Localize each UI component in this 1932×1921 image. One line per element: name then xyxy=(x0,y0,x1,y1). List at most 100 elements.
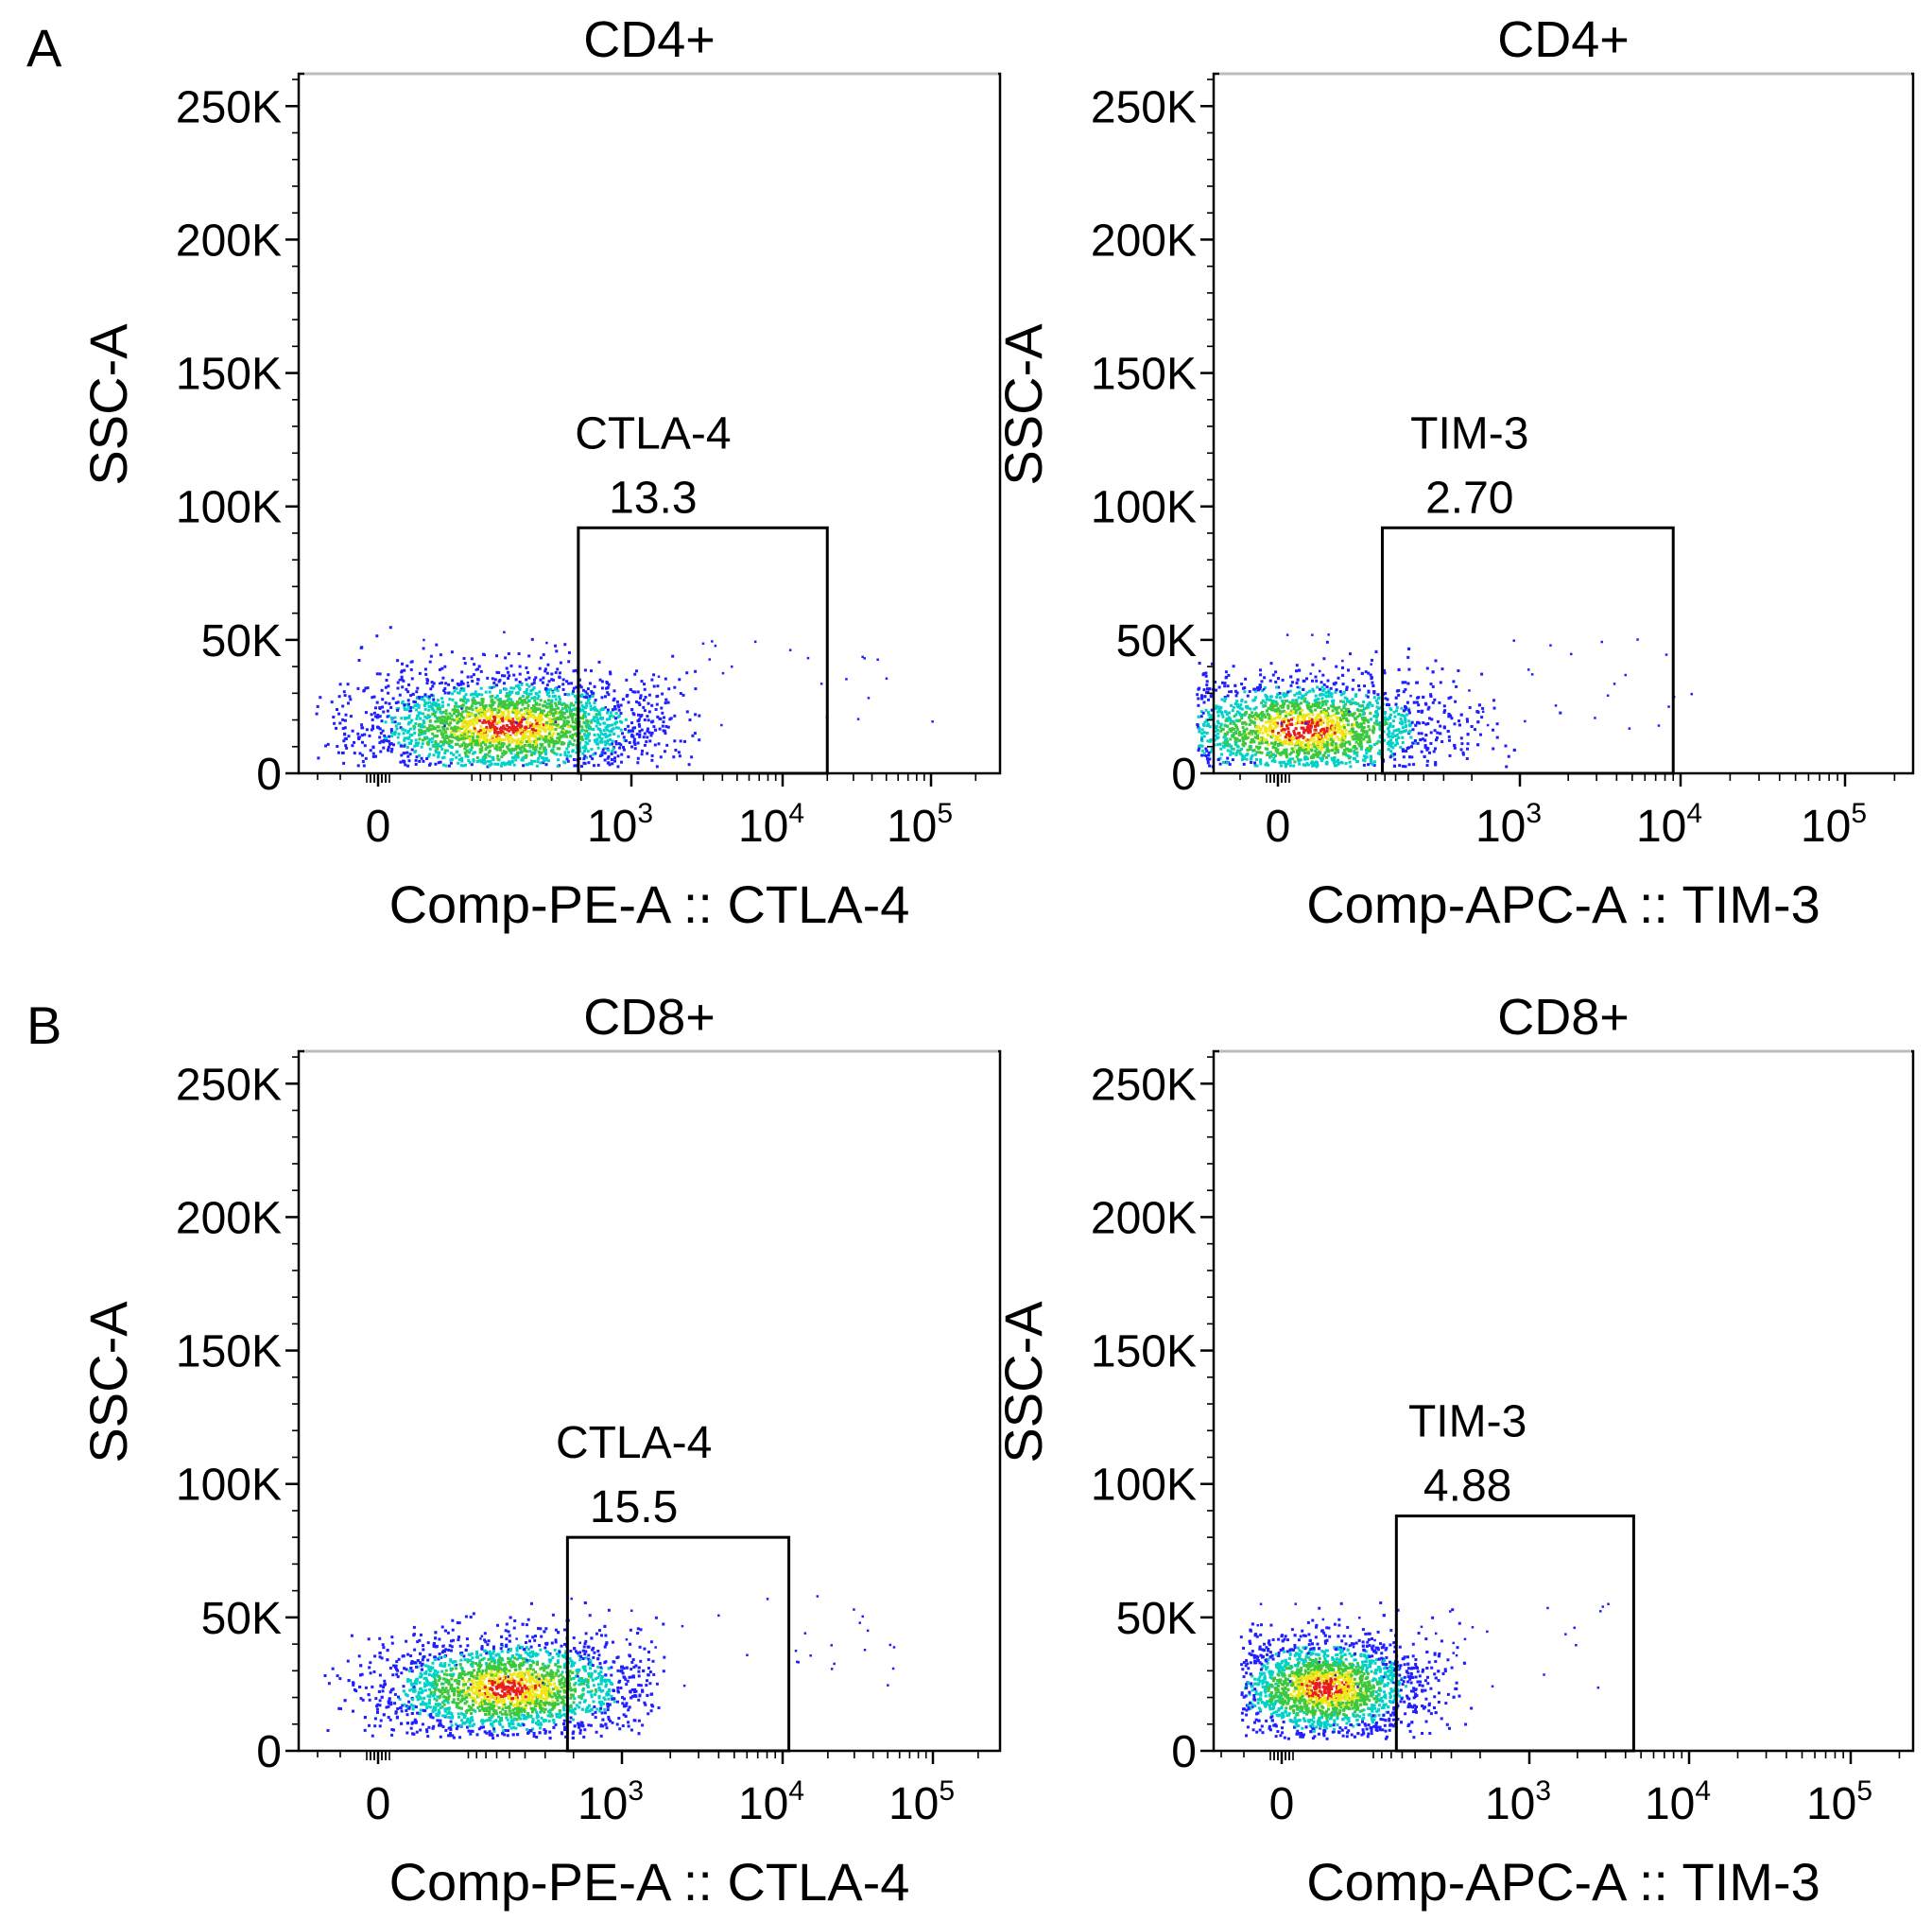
event-dot xyxy=(1320,759,1323,763)
event-dot xyxy=(1272,703,1276,707)
event-dot xyxy=(1283,709,1286,713)
event-dot xyxy=(1402,709,1406,713)
event-dot xyxy=(1407,711,1411,715)
event-dot xyxy=(501,741,504,745)
event-dot xyxy=(1202,672,1206,675)
event-dot xyxy=(1325,718,1329,720)
gate-name: TIM-3 xyxy=(1410,408,1528,459)
event-dot xyxy=(635,669,638,673)
event-dot xyxy=(1240,747,1244,751)
event-dot xyxy=(1200,736,1204,739)
event-dot xyxy=(1264,720,1268,724)
event-dot xyxy=(510,737,514,741)
event-dot xyxy=(1370,663,1372,666)
event-dot xyxy=(491,694,494,698)
event-dot xyxy=(1348,742,1352,746)
event-dot xyxy=(596,763,600,767)
event-dot xyxy=(1324,712,1328,716)
event-dot xyxy=(422,759,425,763)
event-dot xyxy=(1210,708,1214,712)
event-dot xyxy=(609,672,612,676)
event-dot xyxy=(1215,688,1217,692)
event-dot xyxy=(1278,712,1282,716)
event-dot xyxy=(560,734,563,737)
event-dot xyxy=(417,741,421,745)
event-dot xyxy=(375,725,379,729)
event-dot xyxy=(590,669,593,673)
event-dot xyxy=(405,736,408,740)
event-dot xyxy=(1335,747,1338,751)
event-dot xyxy=(533,732,537,735)
event-dot xyxy=(498,698,502,701)
event-dot xyxy=(421,730,424,734)
event-density xyxy=(323,1595,896,1740)
event-dot xyxy=(1331,709,1335,713)
event-dot xyxy=(510,721,514,725)
event-dot xyxy=(533,751,537,754)
event-dot xyxy=(1238,749,1242,753)
event-dot xyxy=(457,691,460,695)
event-dot xyxy=(1336,706,1339,710)
event-dot xyxy=(505,708,509,712)
event-dot xyxy=(539,678,543,682)
event-dot xyxy=(450,752,453,755)
event-dot xyxy=(495,670,499,674)
event-dot xyxy=(1431,670,1435,674)
event-dot xyxy=(408,705,412,709)
event-dot xyxy=(423,699,426,702)
event-dot xyxy=(1314,749,1318,753)
event-dot xyxy=(585,729,589,733)
event-dot xyxy=(1337,737,1341,741)
event-dot xyxy=(551,690,555,694)
event-dot xyxy=(1335,708,1338,712)
event-dot xyxy=(413,744,417,748)
event-dot xyxy=(401,700,405,703)
event-dot xyxy=(411,705,415,709)
event-dot xyxy=(1256,685,1259,689)
event-dot xyxy=(527,710,531,714)
event-dot xyxy=(353,752,356,755)
event-dot xyxy=(456,718,459,721)
event-dot xyxy=(664,677,667,681)
event-dot xyxy=(493,734,497,736)
event-dot xyxy=(407,736,411,739)
x-tick-label: 0 xyxy=(1266,802,1291,852)
event-dot xyxy=(1409,694,1412,698)
event-dot xyxy=(1330,756,1334,760)
event-dot xyxy=(1458,719,1460,723)
event-dot xyxy=(609,738,612,741)
event-dot xyxy=(1307,713,1311,717)
event-dot xyxy=(1330,741,1334,745)
event-dot xyxy=(388,701,391,705)
event-dot xyxy=(1305,691,1309,695)
event-dot xyxy=(1346,723,1350,727)
y-tick-label: 200K xyxy=(1091,216,1197,266)
event-dot xyxy=(1319,669,1321,673)
event-dot xyxy=(518,742,522,746)
event-dot xyxy=(414,722,418,725)
event-dot xyxy=(553,707,557,711)
event-dot xyxy=(1321,673,1325,677)
event-dot xyxy=(539,730,542,734)
event-dot xyxy=(526,701,529,704)
event-dot xyxy=(1285,751,1288,754)
event-dot xyxy=(604,736,608,738)
event-dot xyxy=(1413,739,1417,742)
event-dot xyxy=(341,727,345,731)
event-dot xyxy=(1268,698,1271,701)
event-dot xyxy=(1346,700,1350,703)
event-dot xyxy=(1309,761,1313,765)
event-dot xyxy=(575,697,578,701)
event-dot xyxy=(1398,730,1402,734)
event-dot xyxy=(516,755,520,759)
event-dot xyxy=(498,743,502,747)
event-dot xyxy=(1277,685,1281,689)
event-dot xyxy=(1274,703,1278,707)
event-dot xyxy=(607,685,610,689)
event-dot xyxy=(1225,717,1229,720)
event-dot xyxy=(480,758,484,762)
event-dot xyxy=(499,714,503,718)
event-dot xyxy=(413,703,417,707)
event-dot xyxy=(1312,763,1316,767)
event-dot xyxy=(1304,721,1308,725)
